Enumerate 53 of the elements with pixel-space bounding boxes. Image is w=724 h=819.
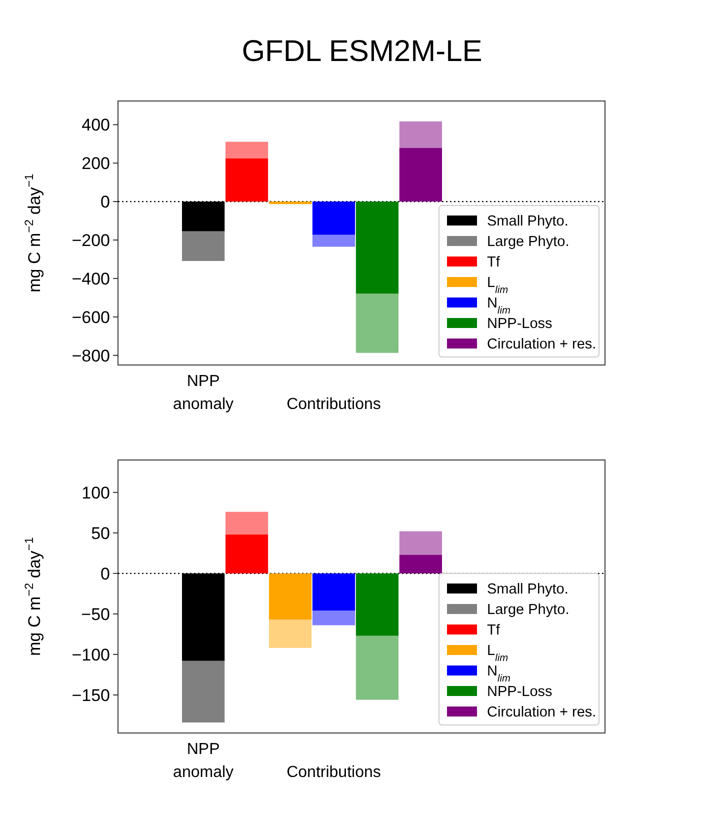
x-tick-label: NPP anomaly [173,373,234,413]
y-tick-label: 0 [100,192,110,212]
bar [268,202,312,204]
y-tick-label: 0 [100,564,110,584]
y-tick-label: −100 [72,645,110,664]
bar [268,573,312,620]
bar [356,573,399,636]
bar [399,148,442,202]
y-tick-label: −600 [72,308,110,327]
bar [312,573,356,611]
bar [225,142,268,158]
legend-label: Small Phyto. [487,214,568,230]
legend-label: NPP-Loss [487,684,552,700]
bar [182,660,225,722]
legend-label: Large Phyto. [487,234,570,250]
y-tick-label: 200 [82,154,110,174]
bar [182,231,225,261]
bar [225,158,268,202]
legend-label: Tf [487,622,501,639]
bar [312,234,356,247]
y-tick-label: 100 [82,483,110,502]
legend-label: N$_{lim}$ [487,664,510,684]
y-tick-label: 400 [82,116,110,135]
bar [225,534,268,574]
x-tick-label: Contributions [286,396,381,413]
bar [399,531,442,555]
legend-label: Tf [487,254,501,271]
y-tick-label: −200 [72,230,110,250]
legend-label: N$_{lim}$ [487,296,510,316]
x-tick-label: NPP anomaly [173,741,234,781]
y-tick-label: 50 [91,524,110,543]
legend-label: Large Phyto. [487,602,570,618]
legend-label: Circulation + res. [487,336,596,353]
y-tick-label: −150 [72,686,110,705]
bar [312,202,356,235]
y-tick-label: −800 [72,346,110,366]
bar [225,512,268,535]
x-tick-label: Contributions [286,764,381,781]
y-tick-label: −50 [81,604,110,624]
legend-label: L$_{lim}$ [487,643,508,664]
bar [356,636,399,700]
y-tick-label: −400 [72,269,110,288]
legend-label: L$_{lim}$ [487,275,508,296]
bar [268,620,312,648]
bar [399,554,442,574]
legend-label: Small Phyto. [487,582,568,598]
bar [356,294,399,353]
legend-label: Circulation + res. [487,704,596,721]
bar [356,202,399,294]
bar [399,121,442,148]
legend-label: NPP-Loss [487,316,552,332]
bar [312,610,356,626]
chart-title: GFDL ESM2M-LE [242,35,482,68]
